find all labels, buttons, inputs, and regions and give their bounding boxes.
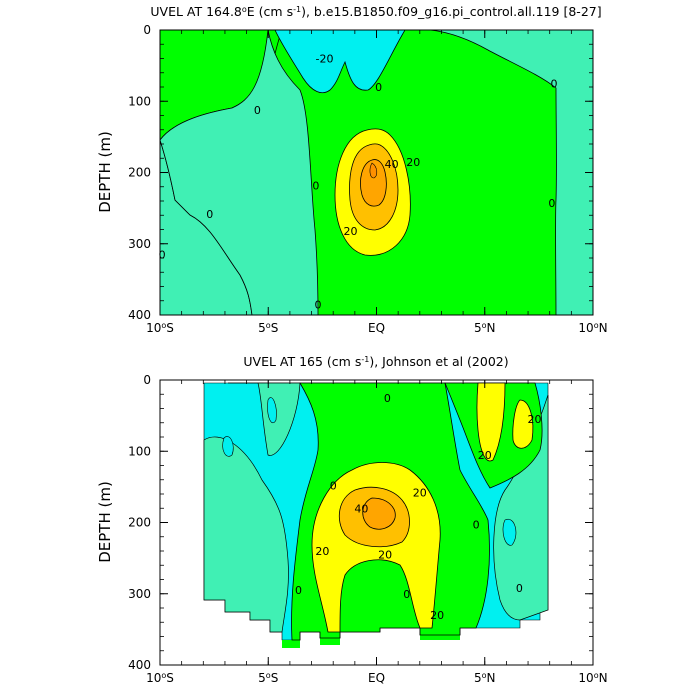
bottom-x-tick-label: 5oN bbox=[474, 671, 496, 686]
bottom-contour-label: 40 bbox=[354, 502, 368, 515]
bottom-band-east-jet-yellow-2 bbox=[512, 399, 534, 449]
top-contour-label: 0 bbox=[375, 81, 382, 94]
bottom-contour-label: 20 bbox=[478, 449, 492, 462]
top-band-neg-central bbox=[160, 30, 319, 315]
bottom-x-tick-label: 5oS bbox=[258, 671, 278, 686]
top-x-tick-label: EQ bbox=[368, 321, 385, 335]
bottom-eddy-2 bbox=[267, 397, 277, 424]
bottom-y-tick-label: 100 bbox=[128, 444, 151, 458]
bottom-contour-labels: 0 0 20 40 20 20 0 20 20 0 0 0 20 bbox=[295, 392, 541, 622]
top-contour-label: 20 bbox=[406, 156, 420, 169]
bottom-contour-label: 0 bbox=[330, 479, 337, 492]
top-panel: UVEL AT 164.8oE (cm s-1), b.e15.B1850.f0… bbox=[96, 4, 608, 335]
bottom-y-tick-label: 0 bbox=[143, 373, 151, 387]
top-contour-label: 0 bbox=[159, 248, 166, 261]
bottom-contour-fill bbox=[203, 382, 549, 648]
top-x-tick-label: 5oN bbox=[474, 321, 496, 336]
top-y-tick-label: 400 bbox=[128, 308, 151, 322]
bottom-eddy-3 bbox=[502, 518, 517, 546]
top-y-tick-label: 0 bbox=[143, 23, 151, 37]
bottom-contour-label: 20 bbox=[528, 413, 542, 426]
top-x-tick-label: 10oN bbox=[578, 321, 607, 336]
bottom-contour-label: 0 bbox=[473, 519, 480, 532]
top-contour-label: 0 bbox=[548, 197, 555, 210]
top-band-core-max bbox=[369, 162, 378, 179]
bottom-y-axis-label: DEPTH (m) bbox=[96, 481, 114, 563]
top-x-tick-label: 10oS bbox=[146, 321, 174, 336]
top-contour-label: 0 bbox=[206, 208, 213, 221]
bottom-contour-label: 0 bbox=[295, 584, 302, 597]
top-y-tick-label: 300 bbox=[128, 237, 151, 251]
top-x-tick-label: 5oS bbox=[258, 321, 278, 336]
bottom-x-tick-label: 10oS bbox=[146, 671, 174, 686]
bottom-band-core bbox=[362, 497, 396, 530]
top-contour-label: 0 bbox=[551, 77, 558, 90]
top-y-tick-label: 100 bbox=[128, 94, 151, 108]
top-contour-label: -20 bbox=[316, 53, 334, 66]
top-contour-label: 40 bbox=[385, 158, 399, 171]
top-contour-label: 0 bbox=[254, 104, 261, 117]
top-panel-title: UVEL AT 164.8oE (cm s-1), b.e15.B1850.f0… bbox=[150, 4, 601, 19]
bottom-contour-label: 0 bbox=[516, 582, 523, 595]
top-y-tick-label: 200 bbox=[128, 166, 151, 180]
bottom-x-tick-label: EQ bbox=[368, 671, 385, 685]
top-band-core bbox=[360, 159, 387, 207]
bottom-contour-label: 20 bbox=[315, 545, 329, 558]
bottom-contour-label: 0 bbox=[384, 392, 391, 405]
bottom-band-east-jet-yellow bbox=[476, 382, 506, 462]
bottom-contour-label: 20 bbox=[430, 609, 444, 622]
bottom-deep-patches bbox=[282, 635, 460, 648]
bottom-eddy-1 bbox=[222, 436, 234, 457]
bottom-y-tick-label: 200 bbox=[128, 516, 151, 530]
top-contour-label: 0 bbox=[312, 179, 319, 192]
bottom-panel-title: UVEL AT 165 (cm s-1), Johnson et al (200… bbox=[243, 354, 508, 369]
top-contour-label: 0 bbox=[315, 298, 322, 311]
top-y-axis-label: DEPTH (m) bbox=[96, 131, 114, 213]
top-contour-fill bbox=[160, 30, 593, 315]
bottom-contour-label: 0 bbox=[403, 588, 410, 601]
bottom-contour-label: 20 bbox=[378, 549, 392, 562]
top-band-neg-east bbox=[429, 30, 593, 315]
bottom-y-tick-label: 300 bbox=[128, 587, 151, 601]
top-band-surface-cyan bbox=[274, 30, 406, 94]
bottom-panel: UVEL AT 165 (cm s-1), Johnson et al (200… bbox=[96, 354, 608, 685]
bottom-contour-label: 20 bbox=[413, 487, 427, 500]
bottom-x-tick-label: 10oN bbox=[578, 671, 607, 686]
bottom-y-tick-label: 400 bbox=[128, 658, 151, 672]
top-contour-labels: -20 0 0 0 0 0 0 0 0 40 20 20 bbox=[159, 53, 558, 312]
top-contour-label: 20 bbox=[344, 225, 358, 238]
